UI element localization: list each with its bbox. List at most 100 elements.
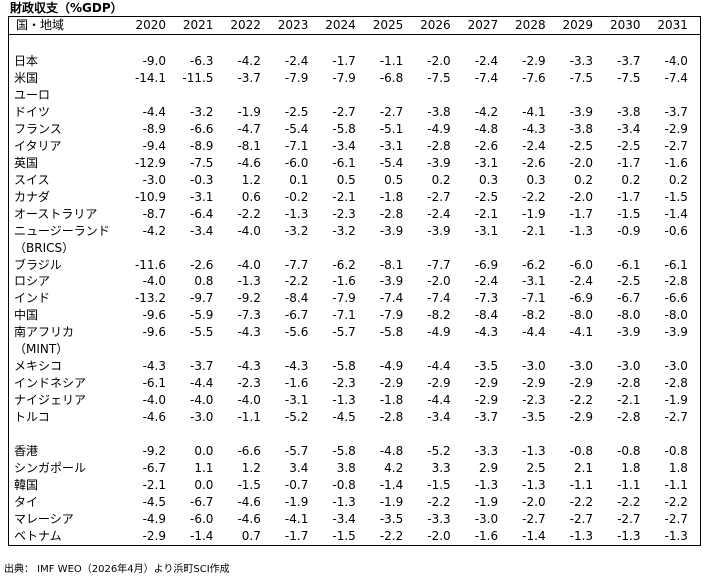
cell-value: -2.4 xyxy=(522,138,546,153)
cell-value: 0.1 xyxy=(289,172,309,187)
cell-value: -6.0 xyxy=(569,257,594,272)
cell-value: -4.4 xyxy=(427,393,451,408)
cell-value: -6.1 xyxy=(142,376,166,391)
cell-value: -3.0 xyxy=(142,172,166,187)
row-label: 英国 xyxy=(14,155,39,170)
cell-value: -1.4 xyxy=(664,206,688,221)
cell-value: -4.6 xyxy=(237,155,261,170)
cell-value: -6.1 xyxy=(664,257,688,272)
cell-value: 2.1 xyxy=(573,461,594,476)
cell-value: -3.7 xyxy=(664,104,688,119)
cell-value: -3.7 xyxy=(474,410,499,425)
cell-value: -4.0 xyxy=(142,274,166,289)
cell-value: -2.0 xyxy=(427,54,451,68)
cell-value: -1.3 xyxy=(237,274,261,289)
cell-value: -2.5 xyxy=(617,274,641,289)
cell-value: -2.2 xyxy=(237,206,261,221)
year-header: 2023 xyxy=(277,18,309,32)
cell-value: -12.9 xyxy=(134,155,166,170)
cell-value: -5.4 xyxy=(284,121,309,136)
cell-value: -1.5 xyxy=(237,478,261,492)
cell-value: -7.9 xyxy=(332,291,356,306)
cell-value: -1.9 xyxy=(522,206,546,221)
cell-value: -4.0 xyxy=(237,257,261,272)
row-label: ドイツ xyxy=(14,104,51,119)
cell-value: -3.2 xyxy=(190,104,214,119)
row-label: ロシア xyxy=(14,274,51,289)
cell-value: -3.9 xyxy=(379,274,404,289)
cell-value: -5.5 xyxy=(190,325,214,340)
cell-value: -5.2 xyxy=(427,444,451,459)
cell-value: 0.7 xyxy=(241,528,261,543)
cell-value: -6.1 xyxy=(617,257,641,272)
cell-value: -7.5 xyxy=(617,70,641,85)
cell-value: -4.3 xyxy=(237,359,261,374)
cell-value: -2.1 xyxy=(617,393,641,408)
row-label: 日本 xyxy=(14,54,39,68)
cell-value: -11.5 xyxy=(182,70,214,85)
rule xyxy=(8,34,700,35)
row-label: 南アフリカ xyxy=(14,325,75,340)
cell-value: -2.3 xyxy=(522,393,546,408)
cell-value: -8.0 xyxy=(569,308,594,323)
cell-value: -6.6 xyxy=(190,121,214,136)
title: 財政収支（%GDP） xyxy=(10,1,123,15)
cell-value: -2.9 xyxy=(427,376,451,391)
cell-value: -1.9 xyxy=(284,494,309,509)
cell-value: -7.5 xyxy=(427,70,451,85)
cell-value: -3.1 xyxy=(474,223,499,238)
cell-value: -1.3 xyxy=(569,223,594,238)
cell-value: -3.4 xyxy=(427,410,451,425)
row-label: 香港 xyxy=(14,444,39,459)
row-label: トルコ xyxy=(14,410,50,425)
rule xyxy=(8,545,701,546)
cell-value: -2.5 xyxy=(617,138,641,153)
cell-value: -0.8 xyxy=(617,444,641,459)
cell-value: -4.8 xyxy=(379,444,404,459)
cell-value: -3.9 xyxy=(569,104,594,119)
cell-value: -8.7 xyxy=(142,206,166,221)
cell-value: -7.1 xyxy=(522,291,546,306)
cell-value: -2.5 xyxy=(284,104,309,119)
cell-value: -5.6 xyxy=(284,325,309,340)
cell-value: -3.3 xyxy=(427,511,451,526)
cell-value: -2.8 xyxy=(664,376,688,391)
cell-value: -9.2 xyxy=(237,291,261,306)
cell-value: -1.6 xyxy=(332,274,356,289)
cell-value: -1.1 xyxy=(617,478,641,492)
cell-value: -2.0 xyxy=(427,274,451,289)
cell-value: -1.3 xyxy=(664,528,688,543)
cell-value: -6.0 xyxy=(190,511,214,526)
cell-value: -5.1 xyxy=(379,121,404,136)
cell-value: -4.2 xyxy=(474,104,499,119)
cell-value: -2.2 xyxy=(617,494,641,509)
cell-value: -1.5 xyxy=(427,478,451,492)
row-label: オーストラリア xyxy=(14,206,98,221)
row-label: メキシコ xyxy=(14,359,63,374)
year-header: 2026 xyxy=(420,18,451,32)
cell-value: -4.9 xyxy=(427,121,451,136)
cell-value: -4.6 xyxy=(142,410,166,425)
cell-value: -8.9 xyxy=(142,121,166,136)
cell-value: -2.8 xyxy=(379,206,404,221)
year-header: 2022 xyxy=(230,18,261,32)
cell-value: -13.2 xyxy=(134,291,166,306)
cell-value: -6.2 xyxy=(332,257,356,272)
cell-value: -1.6 xyxy=(474,528,499,543)
cell-value: -2.5 xyxy=(569,138,594,153)
cell-value: -2.0 xyxy=(569,155,594,170)
cell-value: -7.3 xyxy=(474,291,499,306)
cell-value: -8.0 xyxy=(664,308,688,323)
cell-value: -3.7 xyxy=(190,359,214,374)
row-label: （MINT） xyxy=(14,342,69,357)
cell-value: -7.4 xyxy=(427,291,451,306)
cell-value: -10.9 xyxy=(134,189,166,204)
cell-value: -14.1 xyxy=(134,70,166,85)
cell-value: -0.8 xyxy=(332,478,356,492)
cell-value: -4.3 xyxy=(142,359,166,374)
cell-value: -4.0 xyxy=(142,393,166,408)
cell-value: -1.1 xyxy=(379,54,404,68)
cell-value: -6.7 xyxy=(142,461,166,476)
cell-value: -1.6 xyxy=(664,155,688,170)
cell-value: -2.2 xyxy=(427,494,451,509)
